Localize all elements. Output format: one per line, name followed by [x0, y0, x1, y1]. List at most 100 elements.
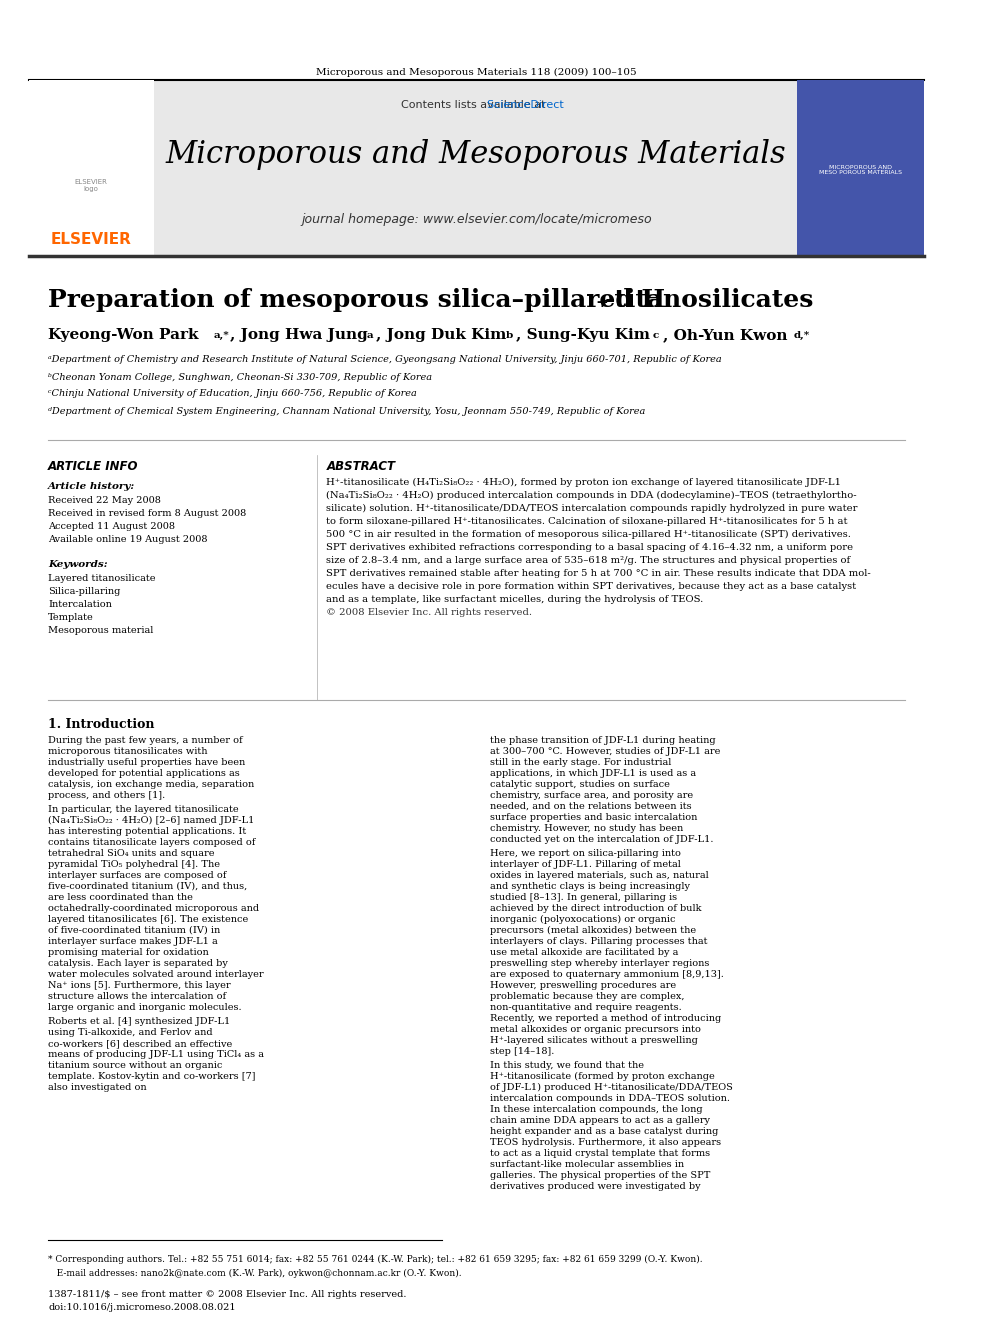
- Text: derivatives produced were investigated by: derivatives produced were investigated b…: [490, 1181, 700, 1191]
- Text: a,*: a,*: [213, 331, 229, 340]
- Text: H⁺-titanosilicate (formed by proton exchange: H⁺-titanosilicate (formed by proton exch…: [490, 1072, 714, 1081]
- Text: interlayer of JDF-L1. Pillaring of metal: interlayer of JDF-L1. Pillaring of metal: [490, 860, 681, 869]
- Text: Roberts et al. [4] synthesized JDF-L1: Roberts et al. [4] synthesized JDF-L1: [48, 1017, 230, 1027]
- Text: to act as a liquid crystal template that forms: to act as a liquid crystal template that…: [490, 1148, 710, 1158]
- Text: H⁺-layered silicates without a preswelling: H⁺-layered silicates without a preswelli…: [490, 1036, 697, 1045]
- Text: Received in revised form 8 August 2008: Received in revised form 8 August 2008: [48, 509, 246, 519]
- Text: SPT derivatives exhibited refractions corresponding to a basal spacing of 4.16–4: SPT derivatives exhibited refractions co…: [326, 542, 853, 552]
- Text: developed for potential applications as: developed for potential applications as: [48, 769, 240, 778]
- Text: contains titanosilicate layers composed of: contains titanosilicate layers composed …: [48, 837, 255, 847]
- Text: ELSEVIER
logo: ELSEVIER logo: [74, 179, 108, 192]
- Text: , Oh-Yun Kwon: , Oh-Yun Kwon: [663, 328, 787, 343]
- Text: catalysis. Each layer is separated by: catalysis. Each layer is separated by: [48, 959, 228, 968]
- Text: needed, and on the relations between its: needed, and on the relations between its: [490, 802, 691, 811]
- Text: chemistry. However, no study has been: chemistry. However, no study has been: [490, 824, 682, 833]
- Text: intercalation compounds in DDA–TEOS solution.: intercalation compounds in DDA–TEOS solu…: [490, 1094, 730, 1103]
- Text: E-mail addresses: nano2k@nate.com (K.-W. Park), oykwon@chonnam.ac.kr (O.-Y. Kwon: E-mail addresses: nano2k@nate.com (K.-W.…: [48, 1269, 461, 1278]
- Text: promising material for oxidation: promising material for oxidation: [48, 949, 208, 957]
- Text: use metal alkoxide are facilitated by a: use metal alkoxide are facilitated by a: [490, 949, 679, 957]
- Text: chemistry, surface area, and porosity are: chemistry, surface area, and porosity ar…: [490, 791, 692, 800]
- Text: TEOS hydrolysis. Furthermore, it also appears: TEOS hydrolysis. Furthermore, it also ap…: [490, 1138, 721, 1147]
- Text: ScienceDirect: ScienceDirect: [389, 101, 563, 110]
- Text: five-coordinated titanium (IV), and thus,: five-coordinated titanium (IV), and thus…: [48, 882, 247, 890]
- Text: are less coordinated than the: are less coordinated than the: [48, 893, 192, 902]
- Text: journal homepage: www.elsevier.com/locate/micromeso: journal homepage: www.elsevier.com/locat…: [301, 213, 652, 226]
- Text: chain amine DDA appears to act as a gallery: chain amine DDA appears to act as a gall…: [490, 1117, 709, 1125]
- Text: studied [8–13]. In general, pillaring is: studied [8–13]. In general, pillaring is: [490, 893, 677, 902]
- Text: preswelling step whereby interlayer regions: preswelling step whereby interlayer regi…: [490, 959, 709, 968]
- Text: co-workers [6] described an effective: co-workers [6] described an effective: [48, 1039, 232, 1048]
- Text: Recently, we reported a method of introducing: Recently, we reported a method of introd…: [490, 1013, 721, 1023]
- Text: problematic because they are complex,: problematic because they are complex,: [490, 992, 684, 1002]
- Text: catalytic support, studies on surface: catalytic support, studies on surface: [490, 781, 670, 789]
- Text: inorganic (polyoxocations) or organic: inorganic (polyoxocations) or organic: [490, 916, 676, 925]
- Text: height expander and as a base catalyst during: height expander and as a base catalyst d…: [490, 1127, 718, 1136]
- Text: achieved by the direct introduction of bulk: achieved by the direct introduction of b…: [490, 904, 701, 913]
- Text: has interesting potential applications. It: has interesting potential applications. …: [48, 827, 246, 836]
- Text: are exposed to quaternary ammonium [8,9,13].: are exposed to quaternary ammonium [8,9,…: [490, 970, 723, 979]
- Text: ᵇCheonan Yonam College, Sunghwan, Cheonan-Si 330-709, Republic of Korea: ᵇCheonan Yonam College, Sunghwan, Cheona…: [48, 373, 433, 381]
- Text: Here, we report on silica-pillaring into: Here, we report on silica-pillaring into: [490, 849, 681, 859]
- Text: means of producing JDF-L1 using TiCl₄ as a: means of producing JDF-L1 using TiCl₄ as…: [48, 1050, 264, 1058]
- Text: ecules have a decisive role in pore formation within SPT derivatives, because th: ecules have a decisive role in pore form…: [326, 582, 857, 591]
- Text: metal alkoxides or organic precursors into: metal alkoxides or organic precursors in…: [490, 1025, 700, 1035]
- Text: (Na₄Ti₂Si₈O₂₂ · 4H₂O) [2–6] named JDF-L1: (Na₄Ti₂Si₈O₂₂ · 4H₂O) [2–6] named JDF-L1: [48, 816, 254, 826]
- Text: d,*: d,*: [794, 331, 809, 340]
- Text: Received 22 May 2008: Received 22 May 2008: [48, 496, 161, 505]
- Text: Microporous and Mesoporous Materials 118 (2009) 100–105: Microporous and Mesoporous Materials 118…: [316, 67, 637, 77]
- Text: SPT derivatives remained stable after heating for 5 h at 700 °C in air. These re: SPT derivatives remained stable after he…: [326, 569, 871, 578]
- Text: Microporous and Mesoporous Materials: Microporous and Mesoporous Materials: [166, 139, 787, 171]
- Text: doi:10.1016/j.micromeso.2008.08.021: doi:10.1016/j.micromeso.2008.08.021: [48, 1303, 236, 1312]
- Text: In these intercalation compounds, the long: In these intercalation compounds, the lo…: [490, 1105, 702, 1114]
- Text: In this study, we found that the: In this study, we found that the: [490, 1061, 644, 1070]
- Text: -titanosilicates: -titanosilicates: [605, 288, 814, 312]
- Text: surface properties and basic intercalation: surface properties and basic intercalati…: [490, 814, 697, 822]
- Text: , Sung-Kyu Kim: , Sung-Kyu Kim: [516, 328, 650, 343]
- Text: interlayer surface makes JDF-L1 a: interlayer surface makes JDF-L1 a: [48, 937, 218, 946]
- Text: step [14–18].: step [14–18].: [490, 1046, 555, 1056]
- Text: structure allows the intercalation of: structure allows the intercalation of: [48, 992, 226, 1002]
- Text: size of 2.8–3.4 nm, and a large surface area of 535–618 m²/g. The structures and: size of 2.8–3.4 nm, and a large surface …: [326, 556, 851, 565]
- Text: non-quantitative and require reagents.: non-quantitative and require reagents.: [490, 1003, 682, 1012]
- Text: still in the early stage. For industrial: still in the early stage. For industrial: [490, 758, 672, 767]
- Text: ᵈDepartment of Chemical System Engineering, Channam National University, Yosu, J: ᵈDepartment of Chemical System Engineeri…: [48, 406, 646, 415]
- Text: layered titanosilicates [6]. The existence: layered titanosilicates [6]. The existen…: [48, 916, 248, 923]
- Text: ᶜChinju National University of Education, Jinju 660-756, Republic of Korea: ᶜChinju National University of Education…: [48, 389, 417, 398]
- Text: Kyeong-Won Park: Kyeong-Won Park: [48, 328, 198, 343]
- Text: surfactant-like molecular assemblies in: surfactant-like molecular assemblies in: [490, 1160, 683, 1170]
- Text: microporous titanosilicates with: microporous titanosilicates with: [48, 747, 207, 755]
- Text: ELSEVIER: ELSEVIER: [51, 233, 132, 247]
- Text: ABSTRACT: ABSTRACT: [326, 460, 396, 474]
- Text: Template: Template: [48, 613, 94, 622]
- Text: , Jong Hwa Jung: , Jong Hwa Jung: [230, 328, 368, 343]
- Text: tetrahedral SiO₄ units and square: tetrahedral SiO₄ units and square: [48, 849, 214, 859]
- Bar: [797, 79, 924, 255]
- Text: water molecules solvated around interlayer: water molecules solvated around interlay…: [48, 970, 264, 979]
- Text: template. Kostov-kytin and co-workers [7]: template. Kostov-kytin and co-workers [7…: [48, 1072, 256, 1081]
- Text: interlayers of clays. Pillaring processes that: interlayers of clays. Pillaring processe…: [490, 937, 707, 946]
- Text: oxides in layered materials, such as, natural: oxides in layered materials, such as, na…: [490, 871, 708, 880]
- Text: using Ti-alkoxide, and Ferlov and: using Ti-alkoxide, and Ferlov and: [48, 1028, 212, 1037]
- Text: MICROPOROUS AND
MESO POROUS MATERIALS: MICROPOROUS AND MESO POROUS MATERIALS: [818, 164, 902, 176]
- Text: During the past few years, a number of: During the past few years, a number of: [48, 736, 243, 745]
- Text: conducted yet on the intercalation of JDF-L1.: conducted yet on the intercalation of JD…: [490, 835, 713, 844]
- Text: © 2008 Elsevier Inc. All rights reserved.: © 2008 Elsevier Inc. All rights reserved…: [326, 609, 533, 617]
- Text: Mesoporous material: Mesoporous material: [48, 626, 154, 635]
- Text: , Jong Duk Kim: , Jong Duk Kim: [376, 328, 507, 343]
- Text: In particular, the layered titanosilicate: In particular, the layered titanosilicat…: [48, 804, 239, 814]
- Text: at 300–700 °C. However, studies of JDF-L1 are: at 300–700 °C. However, studies of JDF-L…: [490, 747, 720, 755]
- Text: ᵃDepartment of Chemistry and Research Institute of Natural Science, Gyeongsang N: ᵃDepartment of Chemistry and Research In…: [48, 356, 722, 365]
- Text: Preparation of mesoporous silica–pillared H: Preparation of mesoporous silica–pillare…: [48, 288, 666, 312]
- Text: 500 °C in air resulted in the formation of mesoporous silica-pillared H⁺-titanos: 500 °C in air resulted in the formation …: [326, 531, 851, 540]
- Text: of five-coordinated titanium (IV) in: of five-coordinated titanium (IV) in: [48, 926, 220, 935]
- Text: titanium source without an organic: titanium source without an organic: [48, 1061, 222, 1070]
- Text: to form siloxane-pillared H⁺-titanosilicates. Calcination of siloxane-pillared H: to form siloxane-pillared H⁺-titanosilic…: [326, 517, 848, 527]
- Text: Available online 19 August 2008: Available online 19 August 2008: [48, 534, 207, 544]
- Text: ARTICLE INFO: ARTICLE INFO: [48, 460, 139, 474]
- Text: and as a template, like surfactant micelles, during the hydrolysis of TEOS.: and as a template, like surfactant micel…: [326, 595, 703, 605]
- Text: 1. Introduction: 1. Introduction: [48, 718, 155, 732]
- Text: and synthetic clays is being increasingly: and synthetic clays is being increasingl…: [490, 882, 689, 890]
- Text: c: c: [653, 331, 660, 340]
- Bar: [29, 79, 154, 255]
- Text: process, and others [1].: process, and others [1].: [48, 791, 166, 800]
